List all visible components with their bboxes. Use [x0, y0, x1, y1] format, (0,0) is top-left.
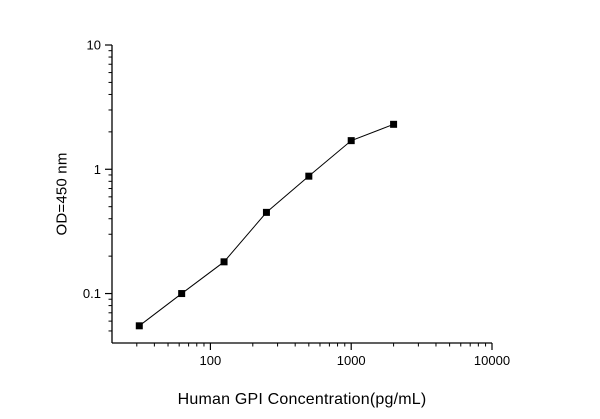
data-point — [347, 137, 355, 145]
data-point — [178, 290, 186, 298]
data-point — [262, 208, 270, 216]
data-line — [138, 123, 394, 327]
data-point — [390, 120, 398, 128]
data-point — [135, 322, 143, 330]
y-tick-label: 10 — [87, 38, 101, 53]
x-tick-label: 1000 — [337, 353, 366, 368]
x-tick-label: 100 — [200, 353, 222, 368]
x-tick-label: 10000 — [474, 353, 510, 368]
x-axis-title: Human GPI Concentration(pg/mL) — [177, 391, 427, 408]
data-point — [305, 172, 313, 180]
y-tick-label: 1 — [94, 162, 101, 177]
y-tick-label: 0.1 — [83, 286, 101, 301]
data-point — [220, 258, 228, 266]
y-axis-title: OD=450 nm — [53, 152, 71, 236]
